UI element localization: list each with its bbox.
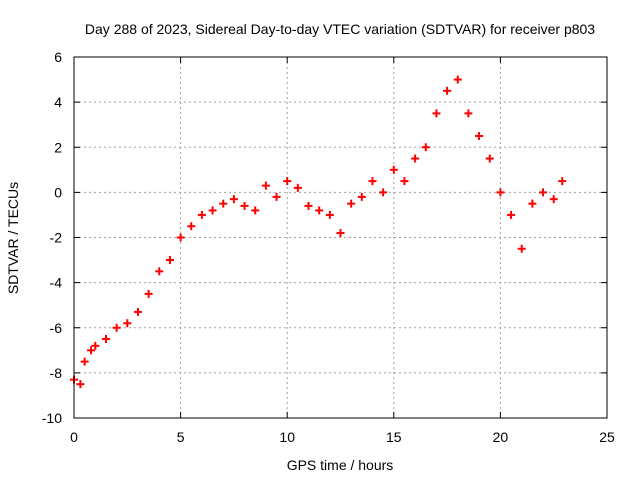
y-tick-label: 2 bbox=[54, 139, 62, 155]
chart-title: Day 288 of 2023, Sidereal Day-to-day VTE… bbox=[85, 21, 595, 37]
data-point bbox=[368, 177, 377, 186]
data-point bbox=[123, 319, 132, 328]
data-point bbox=[347, 199, 356, 208]
data-point bbox=[240, 201, 249, 210]
data-point bbox=[197, 210, 206, 219]
data-point bbox=[528, 199, 537, 208]
x-tick-label: 0 bbox=[70, 429, 78, 445]
data-point bbox=[539, 188, 548, 197]
data-point bbox=[464, 109, 473, 118]
data-point bbox=[76, 380, 85, 389]
data-point bbox=[389, 165, 398, 174]
x-tick-label: 5 bbox=[177, 429, 185, 445]
data-point bbox=[411, 154, 420, 163]
data-point bbox=[293, 183, 302, 192]
data-point bbox=[549, 195, 558, 204]
y-tick-label: -8 bbox=[50, 365, 63, 381]
data-point bbox=[251, 206, 260, 215]
data-point bbox=[155, 267, 164, 276]
data-point bbox=[133, 307, 142, 316]
data-point bbox=[144, 289, 153, 298]
data-point bbox=[91, 341, 100, 350]
data-point bbox=[176, 233, 185, 242]
data-point bbox=[357, 192, 366, 201]
data-point bbox=[208, 206, 217, 215]
y-tick-label: -10 bbox=[42, 410, 62, 426]
data-point bbox=[485, 154, 494, 163]
y-tick-label: 0 bbox=[54, 184, 62, 200]
data-point bbox=[475, 131, 484, 140]
axis-ticks: 0 5 10 15 20 25 -10 -8 -6 -4 -2 0 2 4 6 bbox=[42, 49, 615, 445]
y-axis-label: SDTVAR / TECUs bbox=[5, 182, 21, 294]
data-point bbox=[496, 188, 505, 197]
data-point bbox=[165, 256, 174, 265]
data-point bbox=[400, 177, 409, 186]
data-point bbox=[517, 244, 526, 253]
data-point bbox=[325, 210, 334, 219]
data-point bbox=[507, 210, 516, 219]
data-point bbox=[187, 222, 196, 231]
data-point bbox=[421, 143, 430, 152]
data-point bbox=[80, 357, 89, 366]
data-point bbox=[101, 335, 110, 344]
data-point bbox=[261, 181, 270, 190]
data-point bbox=[379, 188, 388, 197]
x-axis-label: GPS time / hours bbox=[287, 457, 394, 473]
data-point bbox=[453, 75, 462, 84]
y-tick-label: 4 bbox=[54, 94, 62, 110]
data-point bbox=[336, 228, 345, 237]
y-tick-label: 6 bbox=[54, 49, 62, 65]
x-tick-label: 15 bbox=[386, 429, 402, 445]
data-point bbox=[229, 195, 238, 204]
y-tick-label: -2 bbox=[50, 230, 63, 246]
data-point bbox=[432, 109, 441, 118]
x-tick-label: 25 bbox=[599, 429, 615, 445]
data-point bbox=[112, 323, 121, 332]
data-point bbox=[315, 206, 324, 215]
grid-lines bbox=[74, 57, 607, 418]
data-point bbox=[304, 201, 313, 210]
data-point bbox=[219, 199, 228, 208]
data-point bbox=[272, 192, 281, 201]
data-point bbox=[443, 86, 452, 95]
data-point bbox=[558, 177, 567, 186]
data-points bbox=[70, 75, 567, 389]
y-tick-label: -4 bbox=[50, 275, 63, 291]
x-tick-label: 20 bbox=[493, 429, 509, 445]
x-tick-label: 10 bbox=[279, 429, 295, 445]
data-point bbox=[283, 177, 292, 186]
data-point bbox=[87, 346, 96, 355]
y-tick-label: -6 bbox=[50, 320, 63, 336]
